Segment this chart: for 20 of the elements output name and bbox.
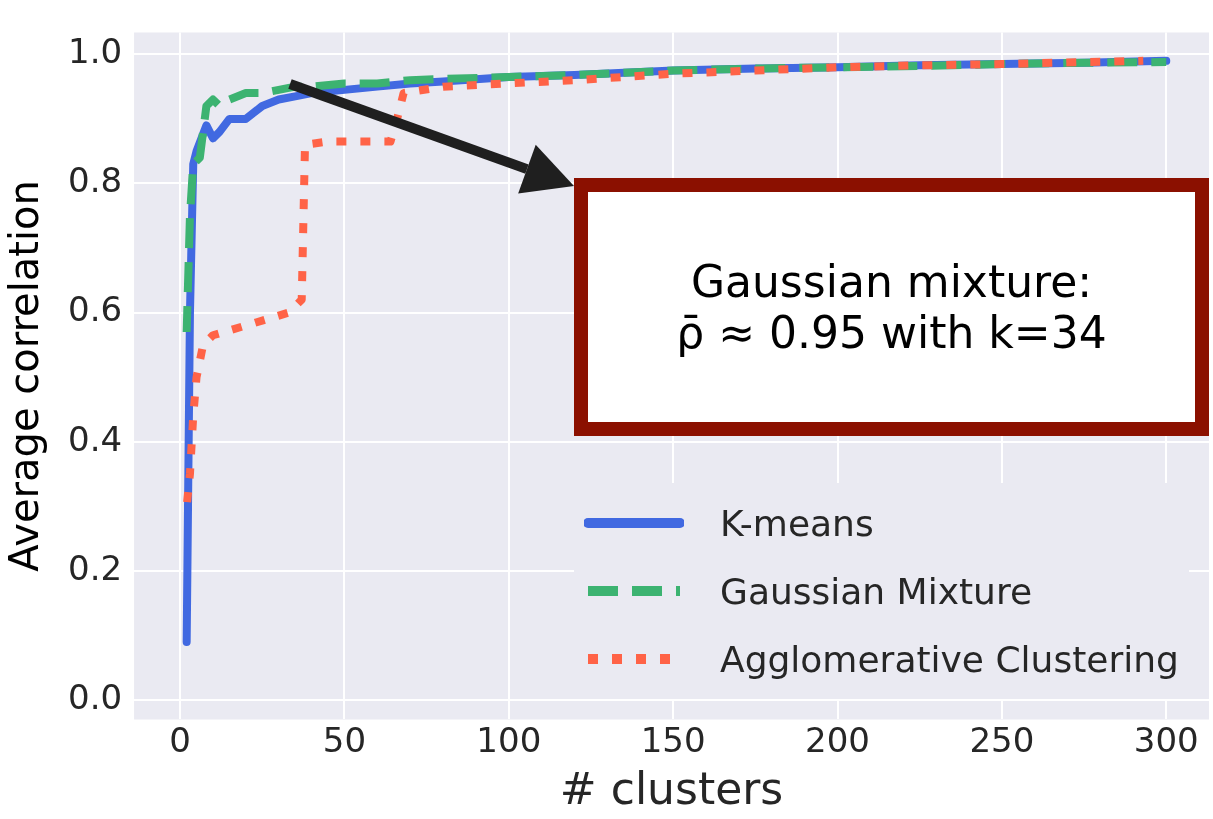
x-tick-label: 0 <box>169 719 191 760</box>
x-tick-label: 100 <box>476 719 542 760</box>
y-axis-title: Average correlation <box>1 180 48 572</box>
y-tick-label: 0.4 <box>67 418 123 459</box>
legend-label: Agglomerative Clustering <box>720 638 1179 680</box>
y-tick-label: 1.0 <box>67 31 123 72</box>
legend-label: Gaussian Mixture <box>720 570 1033 612</box>
note-box: Gaussian mixture: ρ̄ ≈ 0.95 with k=34 <box>574 178 1209 436</box>
legend-label: K-means <box>720 502 874 544</box>
annotation: Gaussian mixture: ρ̄ ≈ 0.95 with k=34 <box>675 256 1108 358</box>
x-tick-label: 250 <box>969 719 1035 760</box>
y-tick-label: 0.0 <box>67 676 123 717</box>
x-tick-label: 150 <box>640 719 706 760</box>
y-tick-label: 0.6 <box>67 289 123 330</box>
y-tick-label: 0.2 <box>67 547 123 588</box>
y-tick-label: 0.8 <box>67 160 123 201</box>
x-tick-label: 200 <box>805 719 870 760</box>
x-tick-label: 300 <box>1133 719 1199 760</box>
x-tick-label: 50 <box>322 719 367 760</box>
x-axis-title: # clusters <box>559 763 784 815</box>
